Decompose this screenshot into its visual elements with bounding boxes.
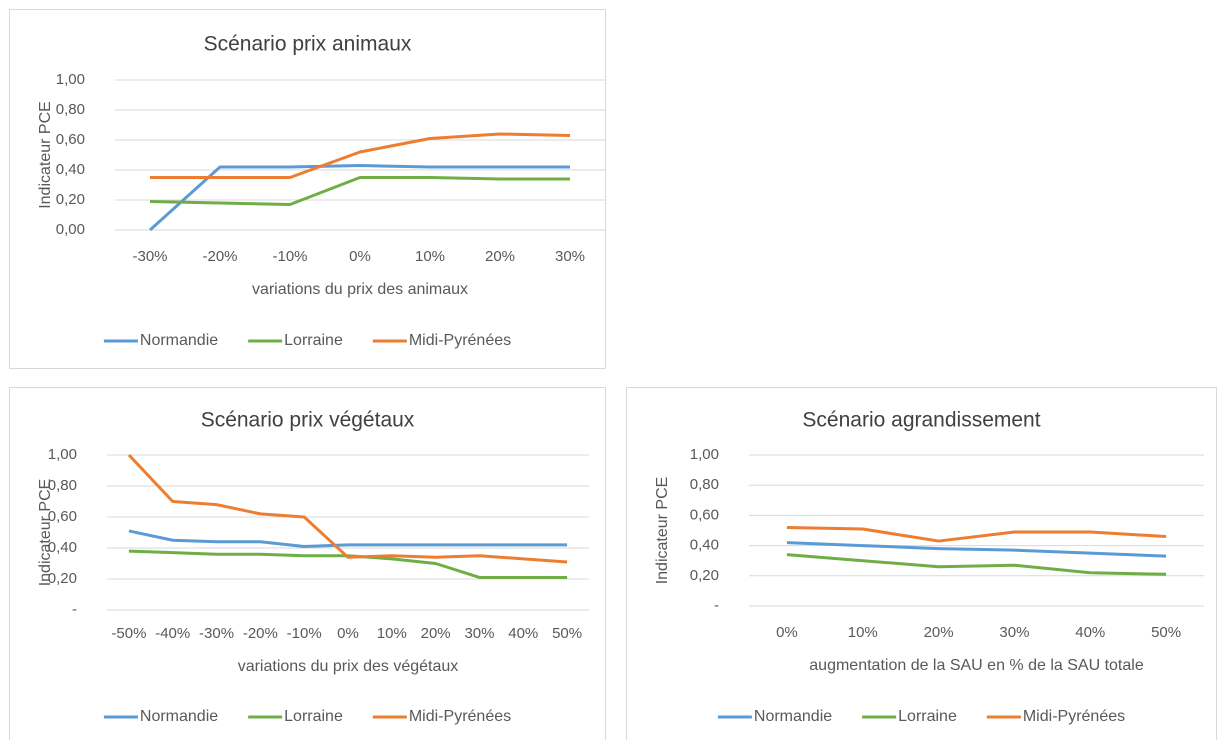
chart: Scénario prix animaux 0,00 0,20 0,40 0,60 0,8… <box>9 9 606 369</box>
legend-label: Midi-Pyrénées <box>1023 708 1125 725</box>
legend-label: Lorraine <box>898 708 957 725</box>
y-tick-label: 0,40 <box>690 537 719 554</box>
legend: Normandie Lorraine Midi-Pyrénées <box>103 708 511 725</box>
x-tick-label: 30% <box>555 248 585 265</box>
chart-border <box>9 387 606 745</box>
chart: Scénario agrandissement - 0,20 0,40 0,60 0,80… <box>626 387 1217 745</box>
legend: Normandie Lorraine Midi-Pyrénées <box>103 332 511 349</box>
x-tick-label: -20% <box>202 248 237 265</box>
x-tick-label: 10% <box>848 624 878 641</box>
x-tick-label: 40% <box>508 625 538 642</box>
y-axis-title: Indicateur PCE <box>654 477 671 585</box>
legend-label: Normandie <box>754 708 832 725</box>
y-tick-label: 0,80 <box>48 477 77 494</box>
legend-label: Midi-Pyrénées <box>409 332 511 349</box>
series-line <box>127 453 568 564</box>
y-tick-label: 0,60 <box>690 506 719 523</box>
legend-label: Midi-Pyrénées <box>409 708 511 725</box>
y-tick-label: 0,20 <box>48 570 77 587</box>
y-tick-label: 1,00 <box>48 446 77 463</box>
x-tick-label: 10% <box>415 248 445 265</box>
legend-label: Lorraine <box>284 708 343 725</box>
y-tick-label: 1,00 <box>690 446 719 463</box>
y-tick-label: 0,40 <box>48 539 77 556</box>
chart: Scénario prix végétaux - 0,20 0,40 0,60 0,80 1… <box>9 387 606 745</box>
y-tick-label: 0,80 <box>56 101 85 118</box>
x-tick-label: -20% <box>243 625 278 642</box>
y-tick-label: 0,20 <box>56 191 85 208</box>
series-line <box>786 553 1167 576</box>
chart-title: Scénario prix animaux <box>204 33 412 56</box>
x-tick-label: -30% <box>132 248 167 265</box>
chart-border <box>9 9 606 369</box>
x-axis-title: variations du prix des végétaux <box>238 658 459 675</box>
x-tick-label: -10% <box>272 248 307 265</box>
x-tick-label: -30% <box>199 625 234 642</box>
x-tick-label: 20% <box>485 248 515 265</box>
x-axis-title: variations du prix des animaux <box>252 281 468 298</box>
legend-label: Lorraine <box>284 332 343 349</box>
chart-title: Scénario agrandissement <box>802 409 1040 432</box>
y-tick-label: - <box>72 601 77 618</box>
x-tick-label: 0% <box>776 624 798 641</box>
legend: Normandie Lorraine Midi-Pyrénées <box>717 708 1125 725</box>
x-tick-label: -40% <box>155 625 190 642</box>
x-tick-label: 20% <box>924 624 954 641</box>
x-tick-label: 10% <box>377 625 407 642</box>
x-tick-label: 30% <box>464 625 494 642</box>
x-axis-title: augmentation de la SAU en % de la SAU to… <box>809 657 1144 674</box>
legend-label: Normandie <box>140 332 218 349</box>
y-tick-label: 0,00 <box>56 221 85 238</box>
y-tick-label: 0,40 <box>56 161 85 178</box>
x-tick-label: 0% <box>349 248 371 265</box>
x-tick-label: -50% <box>111 625 146 642</box>
x-tick-label: -10% <box>287 625 322 642</box>
x-tick-label: 30% <box>999 624 1029 641</box>
y-axis-title: Indicateur PCE <box>37 101 54 209</box>
x-tick-label: 50% <box>552 625 582 642</box>
y-tick-label: 0,80 <box>690 476 719 493</box>
x-tick-label: 40% <box>1075 624 1105 641</box>
y-tick-label: 0,20 <box>690 567 719 584</box>
legend-label: Normandie <box>140 708 218 725</box>
series-line <box>150 132 571 179</box>
series-line <box>148 164 570 232</box>
series-line <box>149 176 570 206</box>
x-tick-label: 0% <box>337 625 359 642</box>
series-line <box>786 541 1167 558</box>
y-tick-label: 0,60 <box>56 131 85 148</box>
y-tick-label: 1,00 <box>56 71 85 88</box>
chart-title: Scénario prix végétaux <box>201 409 415 432</box>
y-tick-label: 0,60 <box>48 508 77 525</box>
y-tick-label: - <box>714 597 719 614</box>
chart-border <box>626 387 1217 745</box>
x-tick-label: 20% <box>421 625 451 642</box>
y-axis-title: Indicateur PCE <box>37 479 54 587</box>
series-line <box>128 529 568 548</box>
series-line <box>786 525 1167 543</box>
x-tick-label: 50% <box>1151 624 1181 641</box>
